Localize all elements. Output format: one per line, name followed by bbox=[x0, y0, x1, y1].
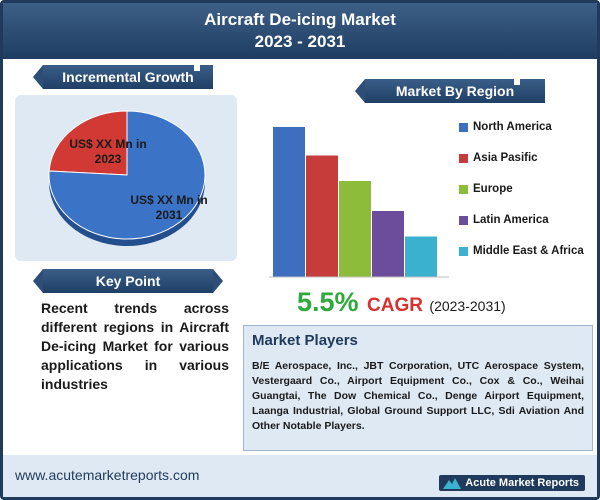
mountain-logo-icon bbox=[443, 478, 462, 489]
legend-swatch bbox=[459, 123, 468, 132]
market-by-region-bar-chart bbox=[269, 127, 449, 278]
cagr-label: CAGR bbox=[367, 295, 423, 316]
footer-logo: Acute Market Reports bbox=[439, 475, 585, 491]
legend-item-latin-america: Latin America bbox=[459, 212, 584, 243]
market-players-text: B/E Aerospace, Inc., JBT Corporation, UT… bbox=[252, 360, 584, 432]
bar-asia-pasific bbox=[306, 155, 338, 277]
legend-swatch bbox=[459, 154, 468, 163]
cagr-period: (2023-2031) bbox=[429, 298, 506, 314]
legend-item-north-america: North America bbox=[459, 119, 584, 150]
pie-slice-2031 bbox=[48, 110, 206, 240]
bar-latin-america bbox=[372, 211, 404, 277]
pie-slice-2023 bbox=[48, 110, 128, 176]
market-players-box: Market Players B/E Aerospace, Inc., JBT … bbox=[243, 325, 593, 451]
key-point-banner: Key Point bbox=[33, 269, 223, 293]
footer: www.acutemarketreports.com Acute Market … bbox=[3, 455, 597, 497]
legend-label: Latin America bbox=[473, 214, 549, 226]
incremental-growth-pie-chart bbox=[48, 110, 206, 246]
legend-label: Asia Pasific bbox=[473, 152, 538, 164]
title-line-1: Aircraft De-icing Market bbox=[204, 10, 396, 29]
pie-label-2031: US$ XX Mn in 2031 bbox=[130, 193, 208, 222]
legend-item-middle-east-africa: Middle East & Africa bbox=[459, 243, 584, 274]
legend-swatch bbox=[459, 185, 468, 194]
legend-label: Europe bbox=[473, 183, 513, 195]
title-line-2: 2023 - 2031 bbox=[254, 32, 346, 51]
legend-label: Middle East & Africa bbox=[473, 245, 584, 257]
legend-label: North America bbox=[473, 121, 552, 133]
pie-label-2023: US$ XX Mn in 2023 bbox=[69, 137, 147, 166]
market-players-title: Market Players bbox=[252, 332, 358, 349]
market-by-region-banner: Market By Region bbox=[355, 79, 545, 103]
bar-europe bbox=[339, 181, 371, 277]
page-title: Aircraft De-icing Market 2023 - 2031 bbox=[3, 3, 597, 59]
cagr-readout: 5.5% CAGR (2023-2031) bbox=[297, 287, 506, 318]
region-legend: North America Asia Pasific Europe Latin Ame… bbox=[459, 119, 584, 274]
key-point-text: Recent trends across different regions i… bbox=[41, 300, 229, 392]
cagr-value: 5.5% bbox=[297, 287, 359, 317]
legend-swatch bbox=[459, 247, 468, 256]
incremental-growth-banner: Incremental Growth bbox=[33, 65, 213, 89]
footer-logo-text: Acute Market Reports bbox=[465, 477, 579, 489]
bar-middle-east-africa bbox=[405, 236, 437, 277]
legend-item-europe: Europe bbox=[459, 181, 584, 212]
footer-url-link[interactable]: www.acutemarketreports.com bbox=[15, 467, 200, 483]
legend-swatch bbox=[459, 216, 468, 225]
bar-north-america bbox=[273, 127, 305, 277]
legend-item-asia-pasific: Asia Pasific bbox=[459, 150, 584, 181]
